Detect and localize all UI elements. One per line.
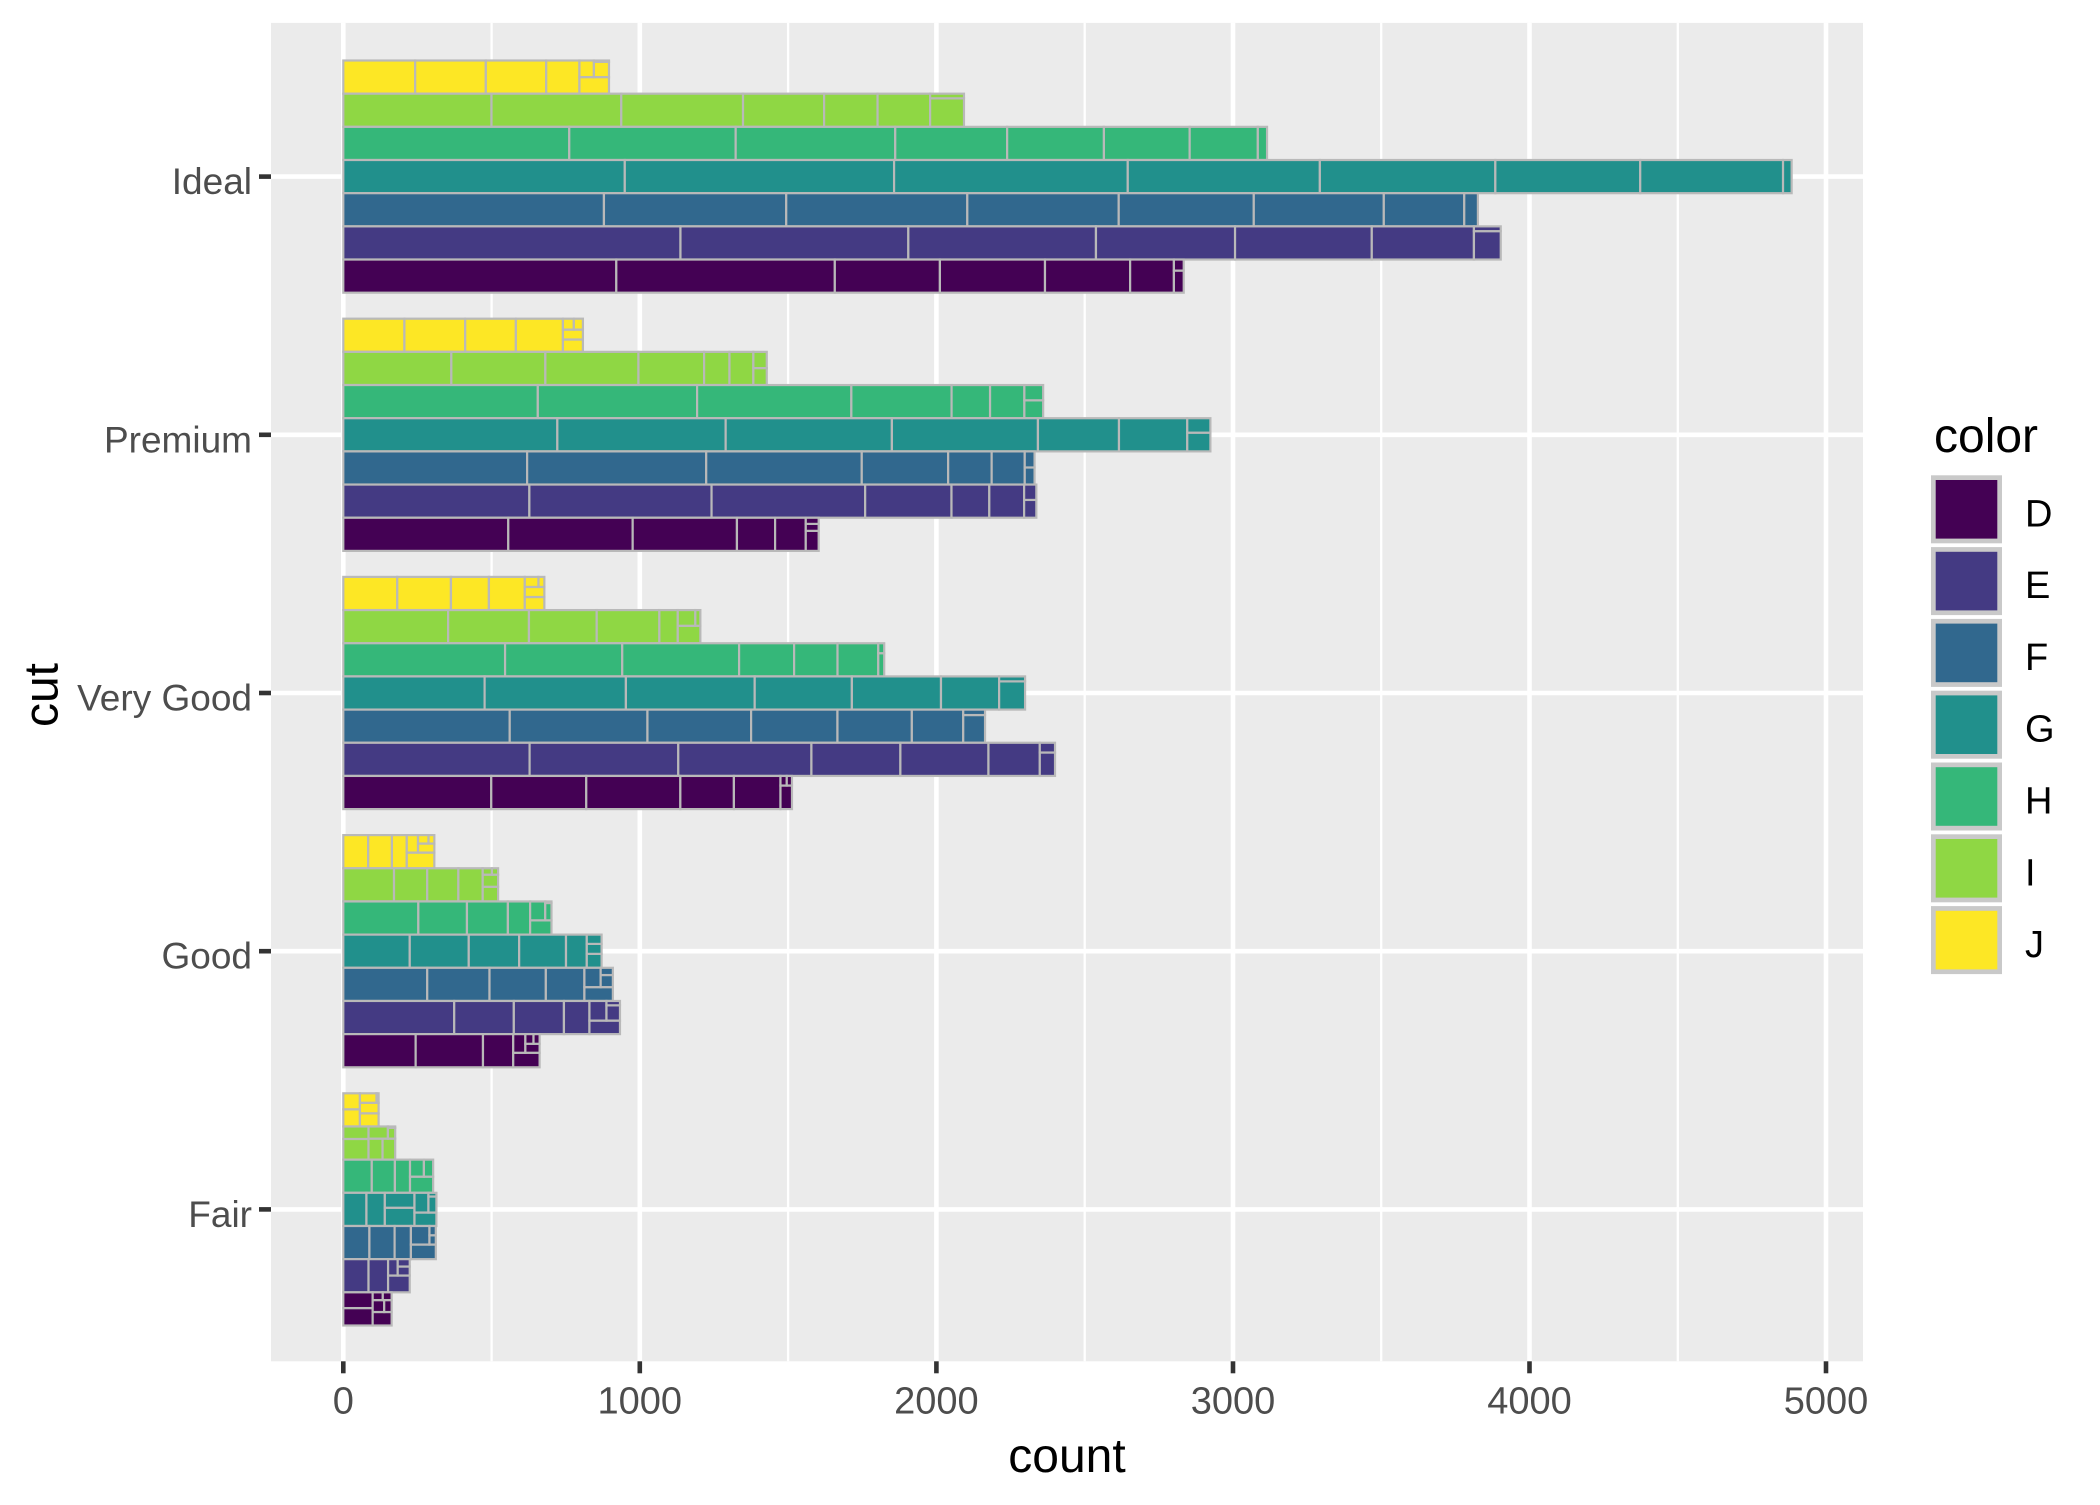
svg-text:Good: Good	[161, 936, 252, 977]
svg-text:G: G	[2025, 709, 2055, 751]
svg-text:Ideal: Ideal	[172, 161, 252, 202]
svg-text:cut: cut	[16, 663, 69, 727]
svg-text:color: color	[1934, 410, 2038, 463]
svg-text:count: count	[1008, 1430, 1125, 1483]
svg-text:0: 0	[333, 1381, 354, 1423]
svg-text:2000: 2000	[894, 1381, 979, 1423]
svg-text:I: I	[2025, 852, 2036, 894]
svg-text:Premium: Premium	[104, 419, 252, 460]
svg-text:Fair: Fair	[188, 1194, 252, 1235]
svg-text:4000: 4000	[1487, 1381, 1572, 1423]
svg-text:3000: 3000	[1191, 1381, 1276, 1423]
svg-text:J: J	[2025, 924, 2044, 966]
svg-text:H: H	[2025, 781, 2052, 823]
svg-text:D: D	[2025, 493, 2052, 535]
svg-text:1000: 1000	[598, 1381, 683, 1423]
svg-text:F: F	[2025, 637, 2048, 679]
svg-text:E: E	[2025, 565, 2050, 607]
svg-text:Very Good: Very Good	[77, 678, 252, 719]
svg-text:5000: 5000	[1784, 1381, 1869, 1423]
